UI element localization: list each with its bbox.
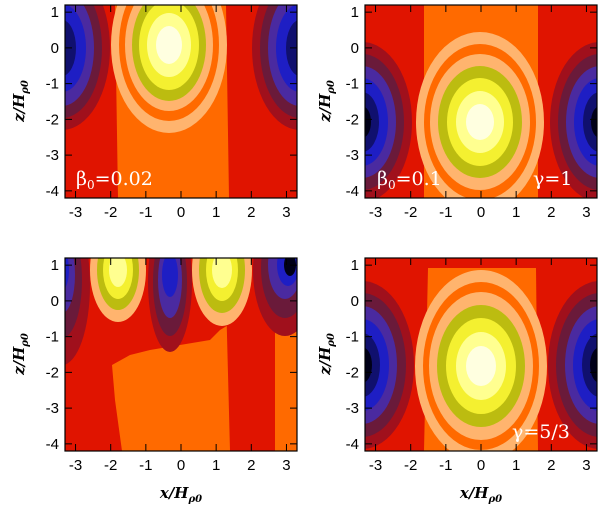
x-tick-label-bottom-right: -1	[439, 457, 452, 474]
x-tick-label-bottom-right: 0	[477, 457, 485, 474]
x-tick-label-top-left: -1	[139, 204, 152, 221]
y-tick-label-top-left: 0	[51, 40, 59, 57]
x-axis-label-bottom-left: x/Hρ0	[159, 484, 202, 505]
x-tick-label-top-right: -2	[404, 204, 417, 221]
y-axis-label-top-left: z/Hρ0	[10, 80, 31, 123]
x-tick-label-bottom-right: -2	[404, 457, 417, 474]
y-tick-label-bottom-left: -3	[46, 400, 59, 417]
y-tick-label-bottom-right: -4	[346, 436, 359, 453]
contour-field-bottom-left	[65, 258, 297, 451]
y-tick-label-top-left: 1	[51, 4, 59, 21]
x-tick-label-bottom-left: -3	[69, 457, 82, 474]
x-tick-label-bottom-right: 1	[512, 457, 520, 474]
x-axis-label-bottom-right: x/Hρ0	[459, 484, 502, 505]
y-axis-label-bottom-right: z/Hρ0	[316, 333, 337, 376]
y-tick-label-bottom-left: -2	[46, 364, 59, 381]
panel-top-right: β0=0.1 γ=1 z/Hρ0	[316, 4, 598, 199]
x-tick-label-bottom-right: 2	[547, 457, 555, 474]
y-tick-label-top-left: -2	[46, 111, 59, 128]
contour-field-bottom-right	[365, 258, 597, 451]
x-tick-label-top-right: 3	[582, 204, 590, 221]
x-tick-label-bottom-left: -1	[139, 457, 152, 474]
y-tick-label-bottom-left: 0	[51, 293, 59, 310]
annotation-gamma-top-right: γ=1	[533, 168, 572, 190]
y-tick-label-bottom-left: -1	[46, 329, 59, 346]
annotation-beta-top-left: β0=0.02	[76, 168, 153, 192]
x-tick-label-bottom-left: -2	[104, 457, 117, 474]
y-tick-label-bottom-left: -4	[46, 436, 59, 453]
x-tick-label-top-left: 2	[247, 204, 255, 221]
panel-bottom-right: γ=5/3 z/Hρ0 x/Hρ0	[316, 257, 598, 505]
x-tick-label-bottom-left: 3	[282, 457, 290, 474]
x-tick-label-top-right: -3	[369, 204, 382, 221]
x-tick-label-top-left: -2	[104, 204, 117, 221]
x-tick-label-bottom-right: 3	[582, 457, 590, 474]
y-tick-label-bottom-right: 0	[351, 293, 359, 310]
y-tick-label-bottom-right: 1	[351, 257, 359, 274]
x-tick-label-top-left: 3	[282, 204, 290, 221]
x-tick-label-top-right: 0	[477, 204, 485, 221]
y-tick-label-top-left: -1	[46, 76, 59, 93]
annotation-gamma-bottom-right: γ=5/3	[512, 421, 570, 443]
contour-field-top-right	[365, 5, 597, 198]
x-tick-label-top-right: 2	[547, 204, 555, 221]
y-tick-label-top-right: -1	[346, 76, 359, 93]
x-tick-label-bottom-left: 1	[212, 457, 220, 474]
y-tick-label-top-right: -4	[346, 183, 359, 200]
axis-ticks: -3 -2 -1 0 1 2 3 1 0 -1 -2 -3 -4 -3 -2 -1 0 1 2 3 1 0 -1 -2 -3 -4…	[46, 4, 597, 474]
y-tick-label-bottom-right: -2	[346, 364, 359, 381]
y-tick-label-bottom-right: -1	[346, 329, 359, 346]
y-tick-label-top-right: -3	[346, 147, 359, 164]
panel-top-left: β0=0.02 z/Hρ0	[10, 4, 298, 199]
x-tick-label-bottom-right: -3	[369, 457, 382, 474]
y-tick-label-bottom-right: -3	[346, 400, 359, 417]
x-tick-label-bottom-left: 0	[177, 457, 185, 474]
y-tick-label-top-right: 1	[351, 4, 359, 21]
y-tick-label-bottom-left: 1	[51, 257, 59, 274]
x-tick-label-top-left: -3	[69, 204, 82, 221]
annotation-beta-top-right: β0=0.1	[377, 168, 442, 192]
y-axis-label-bottom-left: z/Hρ0	[10, 333, 31, 376]
y-tick-label-top-right: -2	[346, 111, 359, 128]
x-tick-label-top-right: -1	[439, 204, 452, 221]
x-tick-label-top-right: 1	[512, 204, 520, 221]
contour-field-top-left	[65, 5, 297, 198]
x-tick-label-top-left: 0	[177, 204, 185, 221]
x-tick-label-bottom-left: 2	[247, 457, 255, 474]
y-tick-label-top-right: 0	[351, 40, 359, 57]
x-tick-label-top-left: 1	[212, 204, 220, 221]
y-tick-label-top-left: -3	[46, 147, 59, 164]
y-axis-label-top-right: z/Hρ0	[316, 80, 337, 123]
y-tick-label-top-left: -4	[46, 183, 59, 200]
panel-bottom-left: z/Hρ0 x/Hρ0	[10, 257, 298, 505]
